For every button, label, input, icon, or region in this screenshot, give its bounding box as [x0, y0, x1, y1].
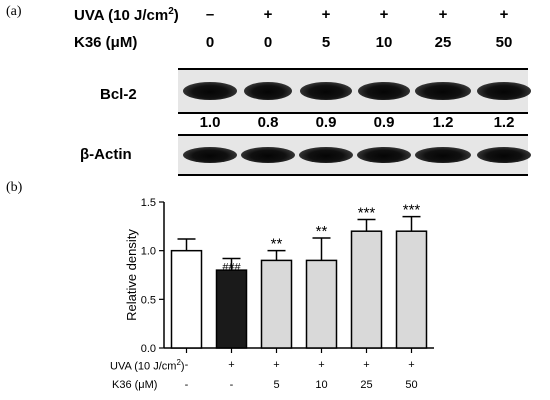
y-tick-label-2: 0.5 — [141, 294, 156, 306]
bcl2-band-4 — [358, 82, 410, 100]
actin-band-1 — [183, 147, 237, 163]
bcl2-ratio-3: 0.9 — [315, 114, 337, 131]
bcl2-band-6 — [477, 82, 531, 100]
panel-b-label: (b) — [6, 180, 23, 195]
bar-4 — [305, 259, 338, 349]
annotation-3: ** — [271, 236, 283, 253]
b-uva-mark-5: + — [363, 359, 370, 371]
y-tick-label-1: 0.0 — [141, 343, 156, 355]
bcl2-label: Bcl-2 — [100, 86, 137, 103]
bcl2-band-5 — [415, 82, 471, 100]
actin-blot — [178, 134, 531, 176]
bcl2-ratio-6: 1.2 — [493, 114, 515, 131]
k36-dose-4: 10 — [375, 34, 393, 51]
b-uva-mark-4: + — [318, 359, 325, 371]
bar-2 — [215, 269, 248, 349]
bcl2-ratio-1: 1.0 — [199, 114, 221, 131]
bcl2-band-2 — [244, 82, 292, 100]
annotation-5: *** — [358, 205, 376, 222]
actin-label: β-Actin — [80, 146, 132, 163]
b-k36-mark-3: 5 — [273, 379, 280, 391]
bar-6 — [395, 230, 428, 349]
bcl2-ratio-2: 0.8 — [257, 114, 279, 131]
b-uva-mark-6: + — [408, 359, 415, 371]
k36-dose-3: 5 — [321, 34, 331, 51]
uva-mark-1: – — [205, 6, 215, 23]
uva-row-label: UVA (10 J/cm2) — [74, 6, 179, 24]
b-uva-label-text: UVA (10 J/cm — [110, 360, 177, 373]
k36-dose-6: 50 — [495, 34, 513, 51]
actin-band-4 — [357, 147, 411, 163]
annotation-2: ### — [222, 261, 241, 273]
uva-mark-4: + — [379, 6, 389, 23]
annotation-6: *** — [403, 202, 421, 219]
b-uva-label-sup: 2 — [176, 358, 181, 367]
b-uva-mark-2: + — [228, 359, 235, 371]
uva-mark-3: + — [321, 6, 331, 23]
b-k36-mark-2: - — [229, 379, 234, 391]
b-k36-mark-5: 25 — [360, 379, 373, 391]
panel-a-label: (a) — [6, 4, 22, 19]
b-uva-mark-3: + — [273, 359, 280, 371]
actin-band-3 — [299, 147, 353, 163]
uva-mark-5: + — [438, 6, 448, 23]
bar-5 — [350, 230, 383, 349]
bar-1 — [170, 249, 203, 349]
bcl2-ratio-5: 1.2 — [432, 114, 454, 131]
uva-label-close: ) — [173, 7, 179, 24]
k36-dose-2: 0 — [263, 34, 273, 51]
k36-dose-1: 0 — [205, 34, 215, 51]
uva-label-sup: 2 — [168, 6, 174, 17]
bcl2-band-1 — [183, 82, 237, 100]
b-uva-mark-1: - — [184, 359, 189, 371]
annotation-4: ** — [316, 223, 328, 240]
b-uva-row-label: UVA (10 J/cm2) — [110, 358, 185, 373]
b-uva-label-close: ) — [180, 360, 185, 373]
actin-band-5 — [415, 147, 471, 163]
k36-row-label: K36 (μM) — [74, 34, 138, 51]
b-k36-mark-6: 50 — [405, 379, 418, 391]
bcl2-band-3 — [300, 82, 352, 100]
k36-dose-5: 25 — [434, 34, 452, 51]
y-tick-label-3: 1.0 — [141, 246, 156, 258]
uva-label-text: UVA (10 J/cm — [74, 7, 169, 24]
b-k36-row-label: K36 (μM) — [112, 379, 158, 391]
uva-mark-2: + — [263, 6, 273, 23]
uva-mark-6: + — [499, 6, 509, 23]
actin-band-6 — [477, 147, 531, 163]
b-k36-mark-4: 10 — [315, 379, 328, 391]
actin-band-2 — [241, 147, 295, 163]
y-axis-label: Relative density — [124, 229, 139, 321]
bar-3 — [260, 259, 293, 349]
b-k36-mark-1: - — [184, 379, 189, 391]
y-tick-label-4: 1.5 — [141, 197, 156, 209]
bcl2-blot — [178, 68, 531, 114]
bcl2-ratio-4: 0.9 — [373, 114, 395, 131]
